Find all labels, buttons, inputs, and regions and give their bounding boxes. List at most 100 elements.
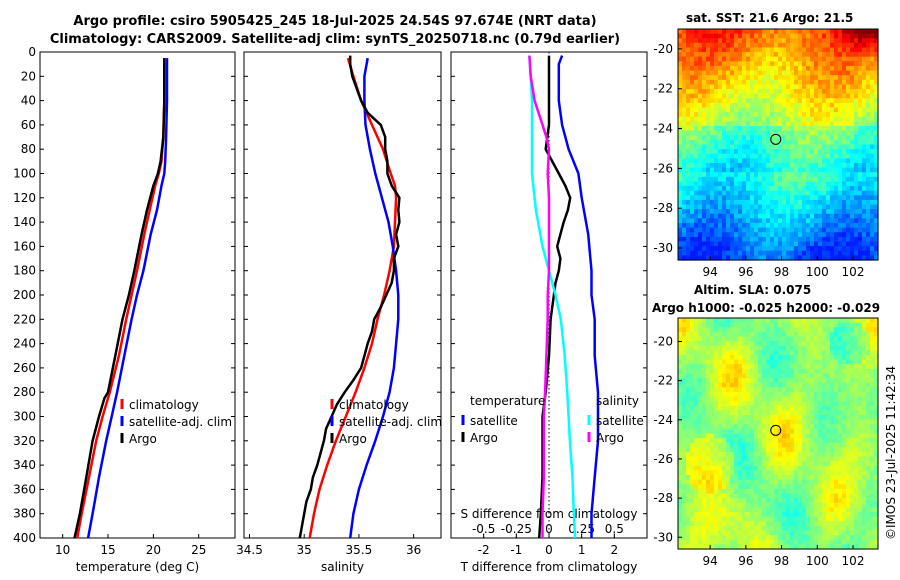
sst-cell <box>862 84 867 90</box>
sst-cell <box>766 130 771 136</box>
sla-cell <box>722 341 727 347</box>
sla-cell <box>714 488 719 495</box>
sst-cell <box>750 172 755 178</box>
sst-cell <box>694 42 699 49</box>
sla-cell <box>870 433 875 439</box>
sst-cell <box>854 172 859 178</box>
sst-cell <box>798 135 803 141</box>
sst-cell <box>746 29 751 35</box>
sst-cell <box>874 144 879 150</box>
sla-cell <box>766 442 771 448</box>
sla-cell <box>710 396 715 402</box>
sla-cell <box>862 479 867 485</box>
sst-cell <box>746 93 751 99</box>
sst-cell <box>718 112 723 118</box>
sla-cell <box>774 373 779 379</box>
sst-cell <box>686 42 691 49</box>
sst-cell <box>678 116 683 122</box>
sla-cell <box>846 331 851 338</box>
sla-cell <box>698 442 703 448</box>
sst-cell <box>794 149 799 155</box>
y-tick-label: 60 <box>21 118 36 132</box>
sla-cell <box>738 331 743 338</box>
sla-cell <box>774 442 779 448</box>
sla-cell <box>698 405 703 411</box>
sst-cell <box>722 79 727 86</box>
sst-cell <box>866 139 871 146</box>
sst-cell <box>846 218 851 224</box>
sst-cell <box>870 112 875 118</box>
y-tick-label: 100 <box>13 167 36 181</box>
sla-cell <box>814 396 819 402</box>
sst-cell <box>726 255 731 261</box>
sla-cell <box>862 447 867 453</box>
sla-cell <box>690 461 695 467</box>
sla-cell <box>698 433 703 439</box>
sla-cell <box>802 502 807 509</box>
sst-cell <box>718 209 723 215</box>
sla-cell <box>750 350 755 356</box>
sla-cell <box>734 521 739 527</box>
sst-cell <box>766 144 771 150</box>
sst-cell <box>790 70 795 76</box>
sst-cell <box>758 75 763 81</box>
sst-cell <box>782 232 787 238</box>
sla-cell <box>726 502 731 509</box>
sla-cell <box>798 433 803 439</box>
sla-cell <box>870 465 875 472</box>
sla-cell <box>818 401 823 407</box>
x-tick-label: 34.5 <box>236 543 263 557</box>
sla-cell <box>746 410 751 416</box>
sla-cell <box>758 442 763 448</box>
sla-cell <box>782 498 787 504</box>
sst-cell <box>682 47 687 53</box>
sst-cell <box>822 213 827 220</box>
sst-cell <box>786 250 791 256</box>
sla-cell <box>714 336 719 342</box>
sla-cell <box>826 479 831 485</box>
sst-cell <box>838 209 843 215</box>
sla-cell <box>842 470 847 476</box>
sla-cell <box>874 507 879 513</box>
sst-cell <box>834 144 839 150</box>
sla-cell <box>782 322 787 328</box>
sst-cell <box>854 61 859 67</box>
sla-cell <box>742 488 747 495</box>
sst-cell <box>770 126 775 132</box>
sla-cell <box>722 364 727 370</box>
sst-cell <box>822 190 827 196</box>
sst-cell <box>718 232 723 238</box>
sst-cell <box>738 70 743 76</box>
sla-cell <box>678 350 683 356</box>
sst-cell <box>754 121 759 127</box>
sla-cell <box>730 405 735 411</box>
sla-cell <box>770 484 775 490</box>
sla-cell <box>850 456 855 462</box>
sst-cell <box>718 236 723 243</box>
sst-cell <box>826 70 831 76</box>
sla-cell <box>682 438 687 444</box>
sla-cell <box>678 327 683 333</box>
sst-cell <box>762 204 767 210</box>
sla-cell <box>678 447 683 453</box>
sla-cell <box>834 350 839 356</box>
sla-cell <box>810 387 815 393</box>
sst-cell <box>790 107 795 113</box>
sla-cell <box>794 401 799 407</box>
sst-cell <box>818 70 823 76</box>
sla-cell <box>694 331 699 338</box>
sla-cell <box>834 484 839 490</box>
sst-cell <box>710 167 715 173</box>
sst-cell <box>774 89 779 95</box>
sla-cell <box>750 354 755 361</box>
sla-cell <box>734 442 739 448</box>
sst-cell <box>694 209 699 215</box>
sst-cell <box>842 144 847 150</box>
sla-cell <box>758 461 763 467</box>
sst-cell <box>830 149 835 155</box>
sst-cell <box>678 84 683 90</box>
sla-cell <box>738 345 743 351</box>
sla-cell <box>806 475 811 481</box>
sla-cell <box>866 433 871 439</box>
sla-cell <box>810 438 815 444</box>
